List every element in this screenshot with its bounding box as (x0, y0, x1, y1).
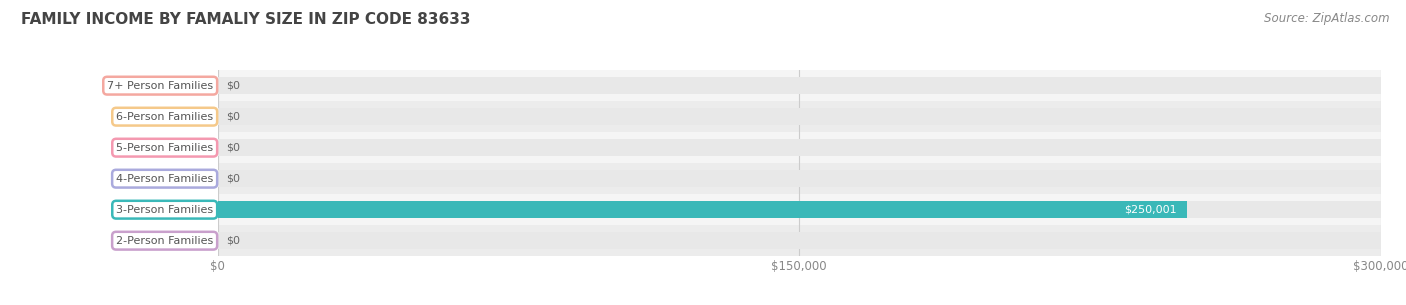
Text: 4-Person Families: 4-Person Families (117, 174, 214, 184)
Bar (218, 225, 1381, 256)
Bar (218, 70, 1381, 101)
Bar (218, 163, 1381, 194)
Text: $0: $0 (226, 143, 240, 153)
Text: $0: $0 (226, 236, 240, 246)
Text: $0: $0 (226, 112, 240, 122)
Bar (218, 132, 1381, 163)
Text: 7+ Person Families: 7+ Person Families (107, 81, 214, 91)
Bar (218, 170, 1381, 187)
Text: $0: $0 (226, 81, 240, 91)
Bar (218, 201, 1381, 218)
Text: 2-Person Families: 2-Person Families (117, 236, 214, 246)
Bar (218, 77, 1381, 94)
Bar (218, 108, 1381, 125)
Bar (218, 232, 1381, 249)
Text: 6-Person Families: 6-Person Families (117, 112, 214, 122)
Text: FAMILY INCOME BY FAMALIY SIZE IN ZIP CODE 83633: FAMILY INCOME BY FAMALIY SIZE IN ZIP COD… (21, 12, 471, 27)
Bar (218, 201, 1187, 218)
Text: 3-Person Families: 3-Person Families (117, 205, 214, 215)
Bar (218, 139, 1381, 156)
Text: $250,001: $250,001 (1125, 205, 1177, 215)
Text: Source: ZipAtlas.com: Source: ZipAtlas.com (1264, 12, 1389, 25)
Bar (218, 194, 1381, 225)
Text: 5-Person Families: 5-Person Families (117, 143, 214, 153)
Text: $0: $0 (226, 174, 240, 184)
Bar (218, 101, 1381, 132)
